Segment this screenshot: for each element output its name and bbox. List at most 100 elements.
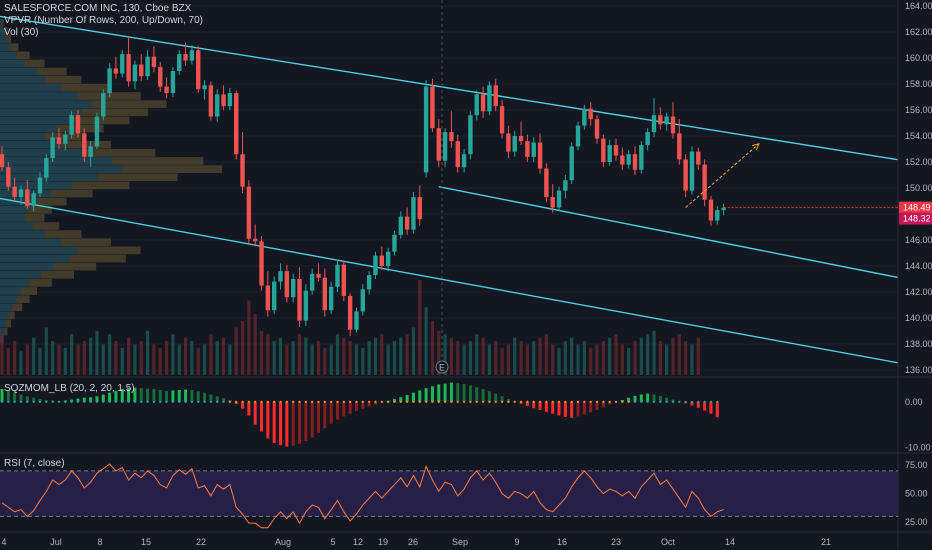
vpvr-row-up <box>0 51 17 60</box>
rsi-legend[interactable]: RSI (7, close) <box>4 458 65 469</box>
sqz-dot <box>545 400 548 403</box>
sqz-bar <box>158 389 162 402</box>
volume-bar <box>513 337 517 375</box>
sqz-dot <box>444 400 447 403</box>
vpvr-row-down <box>85 149 156 157</box>
volume-bar <box>51 341 55 375</box>
price-axis[interactable]: 164.00 162.00 160.00 158.00 156.00 154.00 152.… <box>905 1 932 527</box>
sqz-bar <box>652 394 656 402</box>
sqz-dot <box>298 400 301 403</box>
sqz-bar <box>525 401 529 406</box>
time-axis[interactable]: 4 Jul 8 15 22 Aug 5 12 19 26 Sep 9 16 23 Oct 14 21 <box>1 537 831 547</box>
price-tick-label: 140.00 <box>905 313 932 323</box>
volume-bar <box>418 280 422 375</box>
volume-bar <box>44 327 48 375</box>
sqz-bar <box>627 397 631 402</box>
candle-body <box>328 286 334 311</box>
sqz-bar <box>0 389 4 402</box>
sqz-bar <box>279 401 283 446</box>
price-tick-label: 136.00 <box>905 365 932 375</box>
volume-bar <box>108 334 112 375</box>
candle-body <box>544 168 549 198</box>
vpvr-row-up <box>0 230 45 238</box>
time-tick-label: 26 <box>408 537 418 547</box>
earnings-marker[interactable]: E <box>435 360 449 374</box>
sqz-bar <box>317 401 320 433</box>
candle-body <box>37 177 43 194</box>
grid <box>0 5 898 371</box>
volume-bar <box>570 337 574 375</box>
price-tick-label: 144.00 <box>905 261 932 271</box>
volume-bar <box>342 337 346 375</box>
candle-body <box>556 190 562 208</box>
candle-body <box>158 67 163 87</box>
sqz-dot <box>368 400 371 403</box>
second-price-badge-text: 148.32 <box>903 214 931 224</box>
sqz-dot <box>165 400 168 403</box>
sqz-bar <box>582 401 586 415</box>
sqz-bar <box>310 401 314 438</box>
vpvr-row-up <box>0 287 21 295</box>
candle-body <box>354 311 359 330</box>
candle-body <box>512 136 517 152</box>
sqz-bar <box>32 397 36 402</box>
sqz-bar <box>266 401 270 439</box>
sqzmom-legend[interactable]: SQZMOM_LB (20, 2, 20, 1.5) <box>4 383 135 394</box>
candle-body <box>531 142 536 157</box>
sqz-dot <box>494 400 497 403</box>
volume-legend[interactable]: Vol (30) <box>4 27 39 38</box>
volume-bar <box>196 347 200 375</box>
volume-bar <box>310 344 314 375</box>
candle-body <box>164 86 169 94</box>
vpvr-row-up <box>0 75 45 84</box>
chart-title[interactable]: SALESFORCE.COM INC, 130, Cboe BZX <box>4 3 192 14</box>
price-tick-label: 150.00 <box>905 183 932 193</box>
candle-body <box>664 116 669 125</box>
candle-body <box>215 94 220 117</box>
sqz-dot <box>171 400 175 403</box>
sqz-dot <box>481 400 485 403</box>
vpvr-row-down <box>24 59 45 68</box>
candle-body <box>670 116 676 134</box>
time-tick-label: 5 <box>330 537 335 547</box>
time-tick-label: 9 <box>514 537 519 547</box>
sqz-bar <box>215 396 219 402</box>
sqz-bar <box>354 401 358 411</box>
vpvr-row-down <box>8 311 15 320</box>
sqz-dot <box>659 400 662 403</box>
candle-body <box>94 116 100 147</box>
volume-bar <box>177 344 181 375</box>
volume-bar <box>430 320 435 375</box>
sqz-dot <box>292 400 295 403</box>
sqz-dot <box>26 400 29 403</box>
volume-bar <box>456 341 460 375</box>
sqz-dot <box>614 400 618 403</box>
candle-body <box>651 115 657 133</box>
candle-body <box>366 275 372 290</box>
sqz-bar <box>291 401 295 446</box>
candle-body <box>120 54 125 74</box>
vpvr-legend[interactable]: VPVR (Number Of Rows, 200, Up/Down, 70) <box>4 15 203 26</box>
vpvr-row-up <box>0 222 33 230</box>
candle-body <box>132 64 138 82</box>
candle-body <box>582 108 587 126</box>
rsi-tick-label: 25.00 <box>905 517 928 527</box>
candle-body <box>373 255 378 276</box>
time-tick-label: 21 <box>821 537 831 547</box>
sqz-dot <box>595 400 599 403</box>
volume-bar <box>38 347 42 375</box>
volume-bar <box>304 337 308 375</box>
earnings-circle[interactable] <box>435 360 449 374</box>
vpvr-row-down <box>12 303 23 312</box>
sqz-bar <box>222 398 226 402</box>
candle-body <box>423 86 429 173</box>
volume-bar <box>614 334 618 375</box>
sqz-bar <box>165 390 169 402</box>
volume-bar <box>25 344 29 375</box>
sqz-dot <box>557 400 561 403</box>
candle-body <box>183 54 188 61</box>
sqz-dot <box>703 400 706 403</box>
candle-body <box>126 54 131 82</box>
vpvr-row-down <box>81 108 148 117</box>
